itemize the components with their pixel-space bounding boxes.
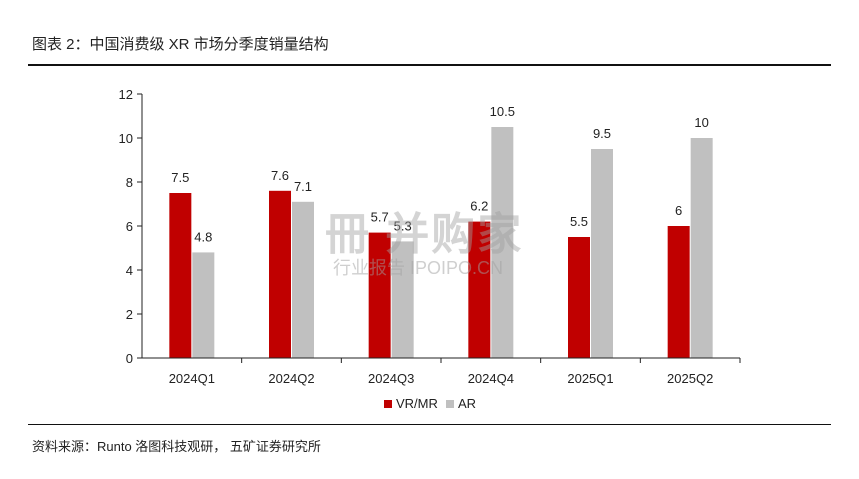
bar-ar-2024q2	[292, 201, 314, 358]
figure-title: 图表 2：中国消费级 XR 市场分季度销量结构	[32, 36, 329, 53]
legend-swatch-vr-mr	[384, 400, 392, 408]
x-tick-label-2024q3: 2024Q3	[368, 371, 414, 386]
legend-label-ar: AR	[458, 396, 476, 411]
y-tick-label: 8	[126, 175, 133, 190]
y-tick-label: 4	[126, 263, 133, 278]
bar-vr-mr-2024q2	[269, 190, 291, 358]
bar-vr-mr-2025q2	[667, 226, 690, 358]
label-ar-2025q2: 10	[694, 115, 708, 130]
label-ar-2024q2: 7.1	[294, 179, 312, 194]
y-tick-label: 10	[119, 131, 133, 146]
y-tick-label: 6	[126, 219, 133, 234]
bar-ar-2024q1	[192, 252, 215, 358]
label-vr-mr-2024q4: 6.2	[470, 199, 488, 214]
label-vr-mr-2024q1: 7.5	[171, 170, 189, 185]
x-tick-label-2025q2: 2025Q2	[667, 371, 713, 386]
x-axis: 2024Q1 2024Q2 2024Q3 2024Q4 2025Q1 2025Q2	[142, 357, 741, 386]
legend-swatch-ar	[446, 400, 454, 408]
legend: VR/MR AR	[384, 396, 476, 411]
label-ar-2024q1: 4.8	[194, 229, 212, 244]
source-note: 资料来源：Runto 洛图科技观研， 五矿证券研究所	[32, 439, 321, 454]
bar-ar-2025q1	[591, 149, 613, 358]
bottom-rule	[28, 424, 831, 425]
label-ar-2025q1: 9.5	[593, 126, 611, 141]
data-labels: 7.5 4.8 7.6 7.1 5.7 5.3 6.2 10.5 5.5 9.5 6 10	[171, 104, 709, 244]
legend-label-vr-mr: VR/MR	[396, 396, 438, 411]
y-axis: 0 2 4 6 8 10 12	[119, 87, 143, 366]
bar-ar-2025q2	[690, 138, 713, 358]
x-tick-label-2024q4: 2024Q4	[468, 371, 514, 386]
x-tick-label-2024q1: 2024Q1	[169, 371, 215, 386]
bar-vr-mr-2024q3	[368, 232, 391, 358]
bar-ar-2024q3	[391, 241, 414, 358]
bar-ar-2024q4	[491, 127, 514, 358]
label-vr-mr-2025q1: 5.5	[570, 214, 588, 229]
y-tick-label: 0	[126, 351, 133, 366]
bar-vr-mr-2025q1	[568, 237, 590, 358]
label-ar-2024q4: 10.5	[490, 104, 515, 119]
label-vr-mr-2025q2: 6	[675, 203, 682, 218]
label-vr-mr-2024q3: 5.7	[371, 210, 389, 225]
x-tick-label-2024q2: 2024Q2	[268, 371, 314, 386]
label-vr-mr-2024q2: 7.6	[271, 168, 289, 183]
y-tick-label: 2	[126, 307, 133, 322]
y-tick-label: 12	[119, 87, 133, 102]
label-ar-2024q3: 5.3	[394, 218, 412, 233]
bars	[169, 127, 713, 358]
top-rule	[28, 64, 831, 66]
bar-vr-mr-2024q4	[468, 221, 491, 358]
x-tick-label-2025q1: 2025Q1	[567, 371, 613, 386]
bar-vr-mr-2024q1	[169, 193, 192, 358]
